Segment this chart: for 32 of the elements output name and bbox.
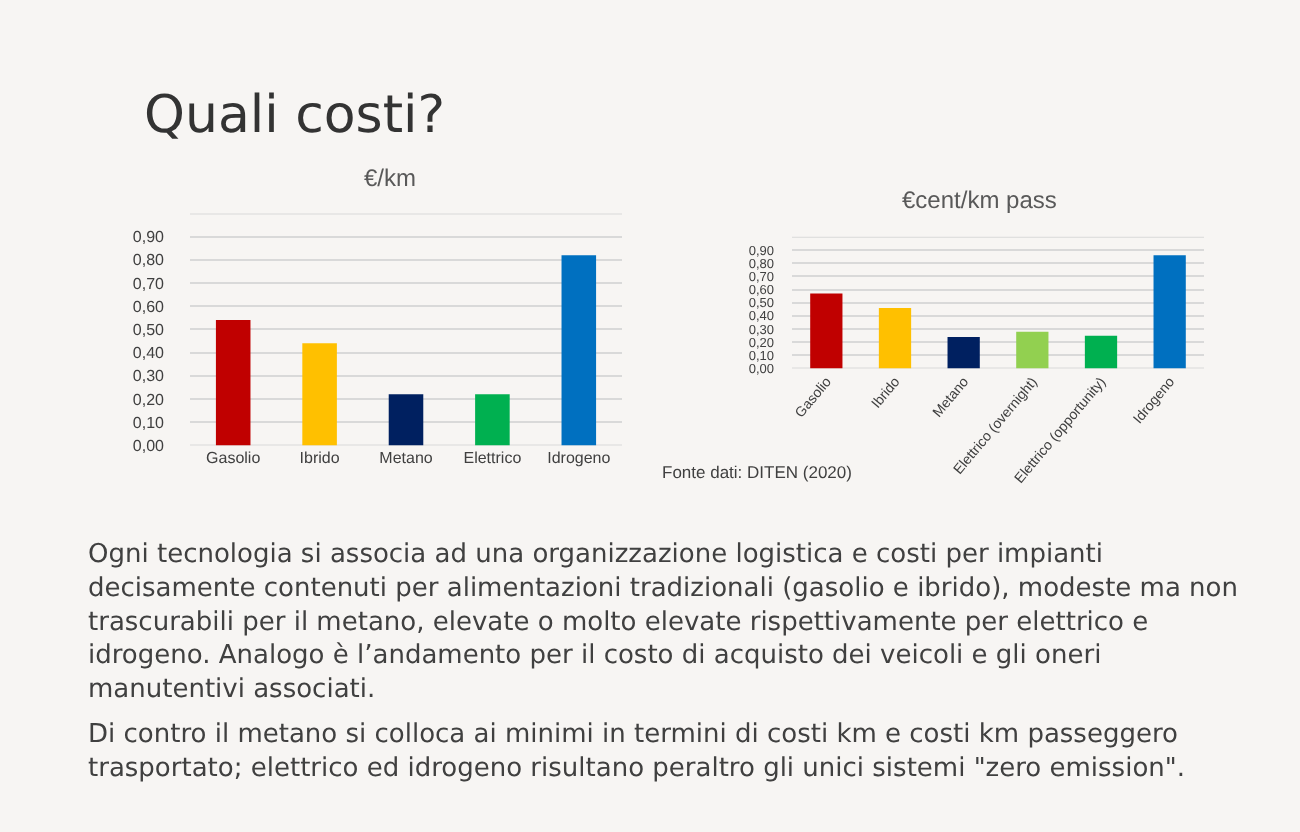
bar	[475, 394, 510, 446]
bar	[561, 255, 597, 446]
text: Ogni tecnologia si associa ad una organizzazione logistica e costi per impianti decisamente contenuti per alimentazioni tradizionali (gasolio e ibrido), modeste ma non trascurabili per il metano, elevate o molto elevate rispettivamente per elettrico e idrogeno. Analogo è l’andamento per il costo di acquisto dei veicoli e gli oneri manutentivi associati.	[88, 540, 1238, 706]
bar	[1016, 331, 1049, 369]
x-tick-label: Ibrido	[299, 449, 341, 468]
y-tick-label: 0,70	[132, 274, 166, 293]
y-tick-label: 0,40	[132, 344, 166, 363]
chart-title: €/km	[364, 164, 417, 192]
y-tick-label: 0,60	[132, 297, 166, 316]
bar	[1084, 335, 1118, 369]
bar	[388, 394, 424, 446]
y-tick-label: 0,90	[132, 228, 166, 247]
y-tick-label: 0,50	[132, 321, 166, 339]
bar	[1153, 255, 1186, 369]
x-tick-label: Idrogeno	[547, 449, 612, 468]
y-tick-label: 0,00	[132, 437, 166, 455]
bar	[810, 293, 843, 369]
chart-title: €cent/km pass	[902, 186, 1057, 214]
text: Di contro il metano si colloca ai minimi in termini di costi km e costi km passeggero trasportato; elettrico ed idrogeno risultano peraltro gli unici sistemi "zero emission".	[88, 720, 1186, 784]
y-tick-label: 0,10	[132, 413, 166, 432]
x-tick-label: Metano	[379, 449, 434, 468]
bar	[878, 307, 912, 369]
x-tick-label: Elettrico	[463, 449, 523, 468]
y-tick-label: 0,30	[132, 367, 166, 386]
bar	[947, 336, 980, 369]
text: Quali costi?	[144, 86, 446, 146]
x-tick-label: Gasolio	[206, 449, 262, 468]
bar	[215, 320, 251, 446]
bar	[302, 343, 337, 446]
y-tick-label: 0,80	[132, 251, 166, 270]
y-tick-label: 0,20	[132, 390, 166, 409]
source-note: Fonte dati: DITEN (2020)	[662, 462, 853, 482]
